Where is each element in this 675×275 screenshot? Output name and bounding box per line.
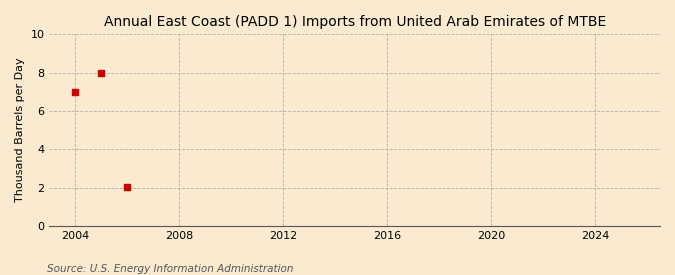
Point [122,185,133,190]
Point [70,90,81,95]
Title: Annual East Coast (PADD 1) Imports from United Arab Emirates of MTBE: Annual East Coast (PADD 1) Imports from … [103,15,606,29]
Y-axis label: Thousand Barrels per Day: Thousand Barrels per Day [15,58,25,202]
Point [96,71,107,75]
Text: Source: U.S. Energy Information Administration: Source: U.S. Energy Information Administ… [47,264,294,274]
